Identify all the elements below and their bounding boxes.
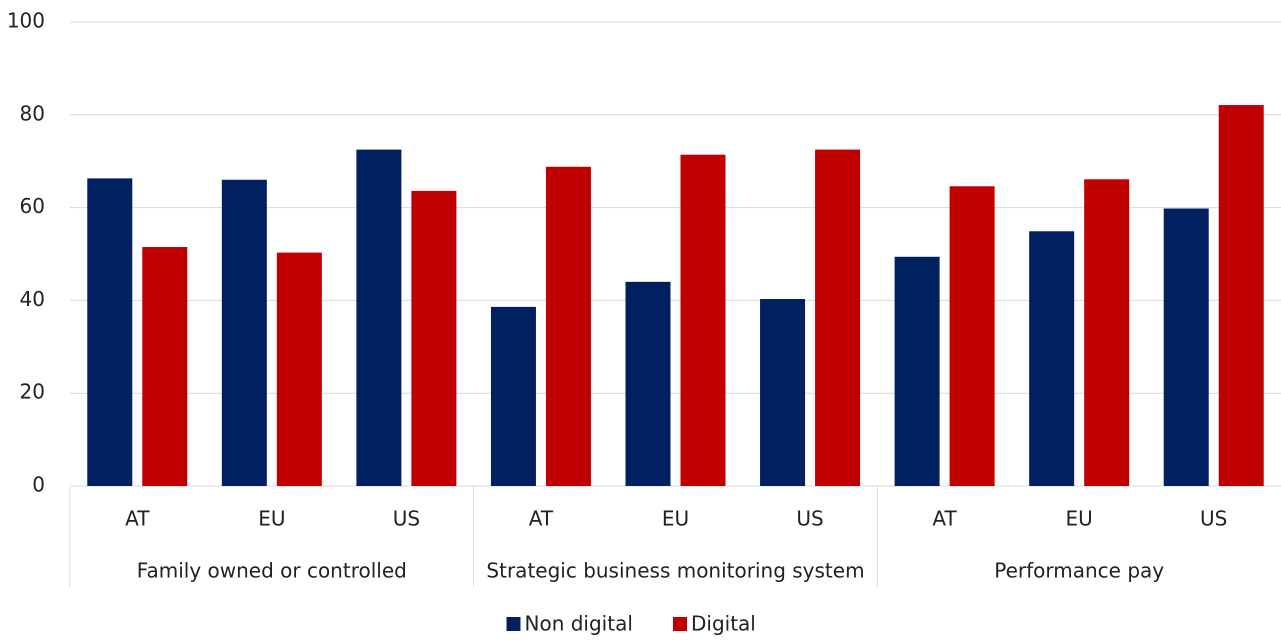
x-tick-label: EU — [1066, 507, 1093, 531]
x-tick-label: EU — [662, 507, 689, 531]
x-tick-label: AT — [125, 507, 150, 531]
legend-swatch — [673, 617, 687, 631]
bar — [760, 299, 806, 486]
bar — [949, 186, 995, 487]
bar — [625, 281, 671, 486]
bar — [815, 149, 861, 486]
x-tick-label: US — [1200, 507, 1227, 531]
bar — [221, 179, 267, 486]
bar — [411, 190, 457, 486]
bar — [1084, 179, 1130, 486]
legend-swatch — [506, 617, 521, 631]
bar — [356, 149, 402, 486]
y-tick-label: 80 — [20, 101, 45, 125]
bar — [276, 252, 322, 486]
group-label: Family owned or controlled — [137, 559, 407, 583]
x-tick-label: EU — [258, 507, 285, 531]
group-label: Performance pay — [994, 559, 1164, 583]
x-tick-label: AT — [932, 507, 957, 531]
legend-label: Non digital — [525, 612, 633, 636]
y-tick-label: 100 — [7, 9, 45, 33]
bar — [680, 154, 726, 487]
bar — [1029, 231, 1075, 486]
y-tick-label: 0 — [32, 473, 45, 497]
y-tick-label: 60 — [20, 194, 45, 218]
bar — [545, 166, 591, 486]
x-tick-label: US — [393, 507, 420, 531]
y-tick-label: 20 — [20, 380, 45, 404]
bar — [142, 247, 188, 486]
bar — [490, 306, 536, 486]
x-tick-label: AT — [529, 507, 554, 531]
bar — [1218, 105, 1264, 486]
bar — [1163, 208, 1209, 486]
group-label: Strategic business monitoring system — [486, 559, 864, 583]
legend-label: Digital — [691, 612, 756, 636]
bar — [894, 256, 940, 486]
x-tick-label: US — [796, 507, 823, 531]
y-tick-label: 40 — [20, 287, 45, 311]
bar — [87, 178, 133, 487]
